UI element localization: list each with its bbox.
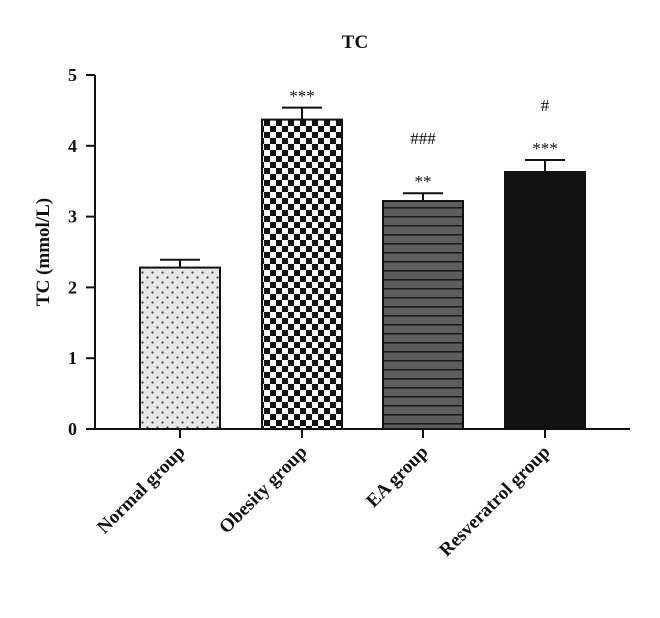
- x-tick-label: Resveratrol group: [435, 442, 554, 561]
- y-tick-label: 2: [68, 277, 77, 297]
- significance-annotations: *****###***#: [289, 87, 558, 192]
- significance-label: ***: [289, 87, 315, 106]
- y-axis-label: TC (mmol/L): [33, 198, 54, 306]
- y-tick-label: 5: [68, 65, 77, 85]
- chart-title: TC: [342, 32, 368, 53]
- y-tick-label: 1: [68, 348, 77, 368]
- x-axis: Normal group Obesity group EA group Resvera…: [93, 428, 630, 561]
- y-axis: 0 1 2 3 4 5: [68, 65, 96, 439]
- bar: [504, 170, 586, 430]
- y-tick-label: 3: [68, 207, 77, 227]
- bar: [139, 266, 221, 430]
- x-tick-label: EA group: [362, 442, 432, 512]
- x-tick-label: Normal group: [93, 442, 189, 538]
- significance-label: **: [415, 172, 432, 191]
- y-tick-label: 4: [68, 136, 77, 156]
- y-tick-label: 0: [68, 419, 77, 439]
- x-tick-label: Obesity group: [215, 442, 311, 538]
- significance-label: ***: [532, 139, 558, 158]
- bars: [139, 106, 586, 430]
- significance-label: ###: [410, 129, 436, 148]
- bar: [382, 200, 464, 430]
- bar: [261, 118, 343, 430]
- significance-label: #: [541, 96, 550, 115]
